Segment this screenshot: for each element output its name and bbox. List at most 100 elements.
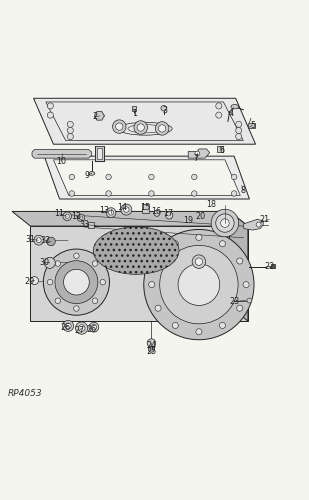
Circle shape <box>160 246 238 324</box>
Text: 20: 20 <box>195 212 205 222</box>
Circle shape <box>216 103 222 109</box>
Circle shape <box>106 208 116 218</box>
Polygon shape <box>31 226 248 321</box>
Circle shape <box>137 124 144 131</box>
Polygon shape <box>95 146 104 161</box>
Text: 5: 5 <box>250 120 255 130</box>
Circle shape <box>247 298 252 303</box>
Circle shape <box>79 216 83 220</box>
Polygon shape <box>34 98 256 144</box>
Circle shape <box>134 121 147 134</box>
Circle shape <box>149 282 155 288</box>
Circle shape <box>172 322 178 328</box>
Circle shape <box>211 210 239 237</box>
Circle shape <box>219 322 226 328</box>
Circle shape <box>161 106 167 111</box>
Bar <box>142 204 149 214</box>
Circle shape <box>34 236 44 245</box>
Circle shape <box>149 190 154 196</box>
Text: 10: 10 <box>56 156 66 166</box>
Circle shape <box>192 174 197 180</box>
Circle shape <box>243 282 249 288</box>
Circle shape <box>231 190 237 196</box>
Bar <box>132 106 136 110</box>
Ellipse shape <box>93 227 179 274</box>
Circle shape <box>116 123 123 130</box>
Circle shape <box>144 230 254 340</box>
Circle shape <box>47 103 53 109</box>
Circle shape <box>124 207 129 212</box>
Circle shape <box>92 261 98 266</box>
Text: 2: 2 <box>92 112 97 122</box>
Circle shape <box>159 125 166 132</box>
Circle shape <box>106 190 111 196</box>
Circle shape <box>192 255 205 268</box>
Circle shape <box>36 238 41 242</box>
Circle shape <box>219 240 226 247</box>
Circle shape <box>63 212 71 220</box>
Circle shape <box>47 280 53 285</box>
Circle shape <box>196 328 202 335</box>
Polygon shape <box>12 212 248 226</box>
Circle shape <box>237 305 243 311</box>
Text: 9: 9 <box>85 172 90 180</box>
Text: 18: 18 <box>206 200 216 209</box>
Text: 31: 31 <box>25 235 36 244</box>
Polygon shape <box>188 149 210 158</box>
Circle shape <box>47 112 53 118</box>
Circle shape <box>192 190 197 196</box>
Circle shape <box>231 174 237 180</box>
Text: 13: 13 <box>99 206 109 216</box>
Circle shape <box>216 214 234 232</box>
Circle shape <box>67 121 73 128</box>
Text: 8: 8 <box>241 186 246 195</box>
Circle shape <box>69 190 74 196</box>
Circle shape <box>91 324 97 330</box>
Circle shape <box>64 270 89 295</box>
Text: 33: 33 <box>79 220 89 230</box>
Text: 23: 23 <box>229 297 239 306</box>
Text: 29: 29 <box>24 276 35 285</box>
Circle shape <box>108 210 113 215</box>
Circle shape <box>216 112 222 118</box>
Circle shape <box>43 249 109 315</box>
Circle shape <box>65 214 69 218</box>
Circle shape <box>148 346 154 352</box>
Bar <box>217 146 223 152</box>
Circle shape <box>237 258 243 264</box>
Text: 6: 6 <box>219 146 224 155</box>
Circle shape <box>78 324 85 332</box>
Text: 14: 14 <box>117 202 127 211</box>
Circle shape <box>74 253 79 258</box>
Circle shape <box>166 212 173 219</box>
Circle shape <box>67 128 73 134</box>
Polygon shape <box>32 150 92 158</box>
Bar <box>248 122 255 128</box>
Text: 26: 26 <box>61 322 71 332</box>
Circle shape <box>236 134 242 140</box>
Text: 1: 1 <box>132 109 137 118</box>
Circle shape <box>100 280 105 285</box>
Circle shape <box>195 151 200 156</box>
Polygon shape <box>95 112 104 120</box>
Circle shape <box>196 234 202 240</box>
Bar <box>272 264 274 268</box>
Circle shape <box>195 258 203 266</box>
Circle shape <box>69 174 74 180</box>
Text: 26: 26 <box>87 324 97 334</box>
Text: 22: 22 <box>264 262 274 272</box>
Text: 19: 19 <box>183 216 193 226</box>
Text: 25: 25 <box>146 347 157 356</box>
Text: RP4053: RP4053 <box>7 388 42 398</box>
Circle shape <box>74 306 79 311</box>
Circle shape <box>221 219 229 228</box>
Circle shape <box>236 121 242 128</box>
Text: 7: 7 <box>193 154 198 162</box>
Circle shape <box>178 264 220 306</box>
Circle shape <box>77 214 85 222</box>
Text: 12: 12 <box>71 212 82 221</box>
Polygon shape <box>243 220 263 230</box>
Text: 3: 3 <box>163 106 168 115</box>
Text: 17: 17 <box>163 210 173 218</box>
Polygon shape <box>97 148 102 160</box>
